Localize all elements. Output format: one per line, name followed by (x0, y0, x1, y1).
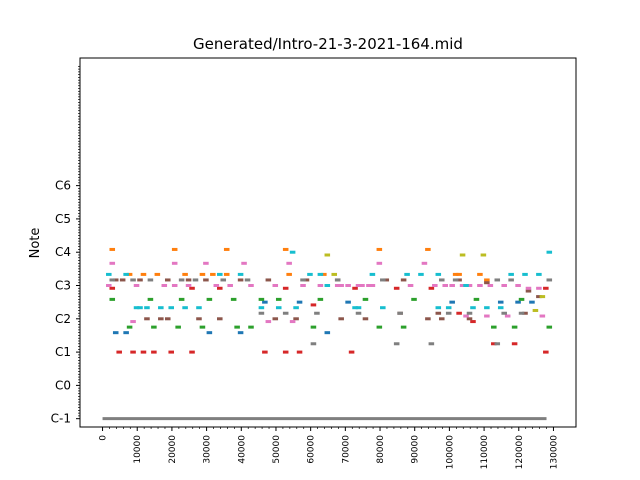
y-tick-label: C-1 (51, 412, 71, 426)
x-tick-label: 130000 (549, 435, 559, 470)
y-axis-label: Note (28, 228, 43, 259)
x-tick-label: 10000 (133, 435, 143, 464)
x-tick-label: 80000 (376, 435, 386, 464)
y-tick-label: C3 (55, 279, 71, 293)
x-tick-label: 90000 (411, 435, 421, 464)
y-tick-label: C2 (55, 312, 71, 326)
y-axis: C-1 C0 C1 C2 C3 C4 C5 C6 (51, 65, 80, 426)
x-tick-label: 50000 (272, 435, 282, 464)
x-tick-label: 20000 (168, 435, 178, 464)
y-tick-label: C6 (55, 179, 71, 193)
x-tick-label: 40000 (237, 435, 247, 464)
y-tick-label: C1 (55, 345, 71, 359)
x-axis: 0 10000 20000 30000 40000 50000 60000 70000 8000… (99, 427, 559, 470)
y-tick-label: C4 (55, 245, 71, 259)
chart-title: Generated/Intro-21-3-2021-164.mid (193, 35, 463, 53)
x-tick-label: 60000 (307, 435, 317, 464)
x-tick-label: 70000 (341, 435, 351, 464)
x-tick-label: 110000 (480, 435, 490, 470)
x-tick-label: 0 (99, 435, 109, 441)
x-tick-label: 120000 (515, 435, 525, 470)
y-tick-label: C0 (55, 378, 71, 392)
x-tick-label: 100000 (445, 435, 455, 470)
x-tick-label: 30000 (203, 435, 213, 464)
plot-frame (79, 57, 577, 428)
notes-layer (102, 247, 553, 421)
y-tick-label: C5 (55, 212, 71, 226)
